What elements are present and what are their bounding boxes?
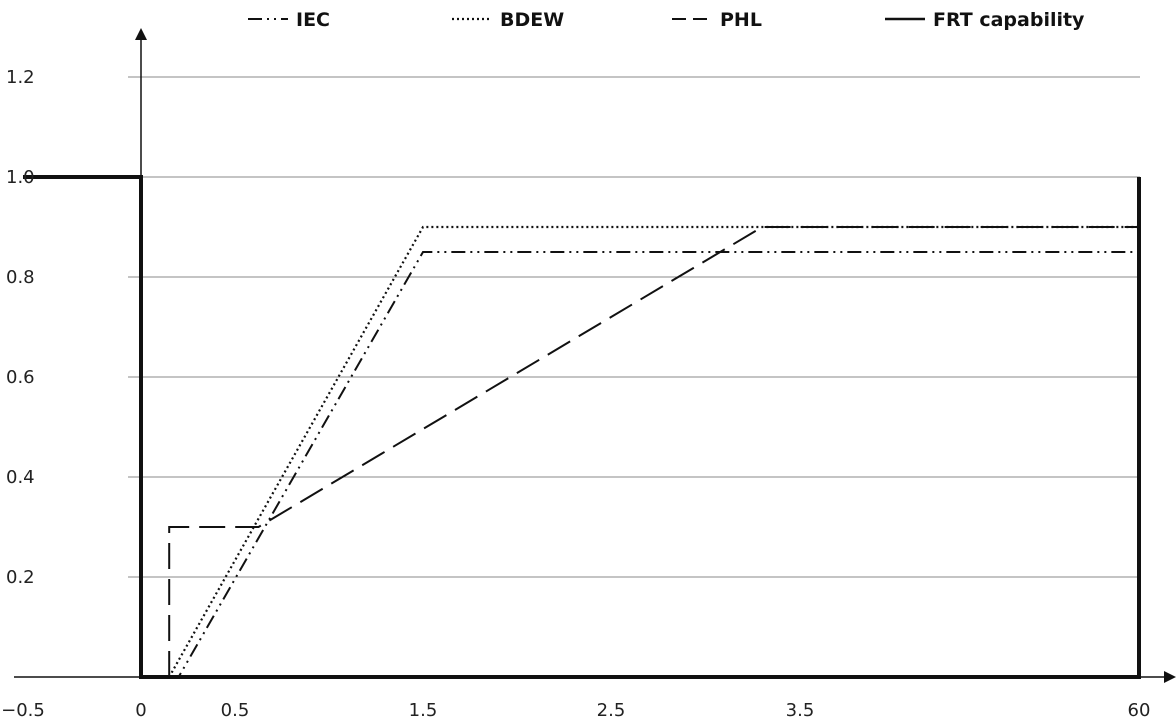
x-tick-label: 0.5 <box>221 700 250 721</box>
grid-lines <box>128 76 1140 578</box>
series-line-frt-capability <box>23 175 1141 679</box>
y-axis-arrow <box>135 28 147 40</box>
y-tick-label: 1.2 <box>6 67 35 88</box>
x-tick-label: 60 <box>1128 700 1151 721</box>
series-line-iec <box>169 251 1139 678</box>
series-line-phl <box>168 226 1139 677</box>
x-tick-label: 1.5 <box>409 700 438 721</box>
legend: IEC BDEW PHL FRT capability <box>248 9 1085 31</box>
y-tick-label: 1.0 <box>6 167 35 188</box>
y-tick-label: 0.8 <box>6 267 35 288</box>
y-tick-label: 0.4 <box>6 467 35 488</box>
x-tick-label: 2.5 <box>597 700 626 721</box>
y-tick-label: 0.2 <box>6 567 35 588</box>
series-line-bdew <box>168 225 1139 678</box>
legend-label: IEC <box>296 9 330 31</box>
y-tick-label: 0.6 <box>6 367 35 388</box>
x-tick-label: 3.5 <box>786 700 815 721</box>
tick-labels: 0.2 0.4 0.6 0.8 1.0 1.2 −0.5 0 0.5 1.5 2.5 3.5 60 <box>1 67 1150 721</box>
legend-label: PHL <box>720 9 762 31</box>
x-axis-arrow <box>1164 671 1176 683</box>
x-tick-label: 0 <box>135 700 146 721</box>
axes <box>14 28 1176 683</box>
legend-label: FRT capability <box>933 9 1085 31</box>
x-tick-label: −0.5 <box>1 700 45 721</box>
series-lines <box>23 175 1141 679</box>
legend-label: BDEW <box>500 9 564 31</box>
